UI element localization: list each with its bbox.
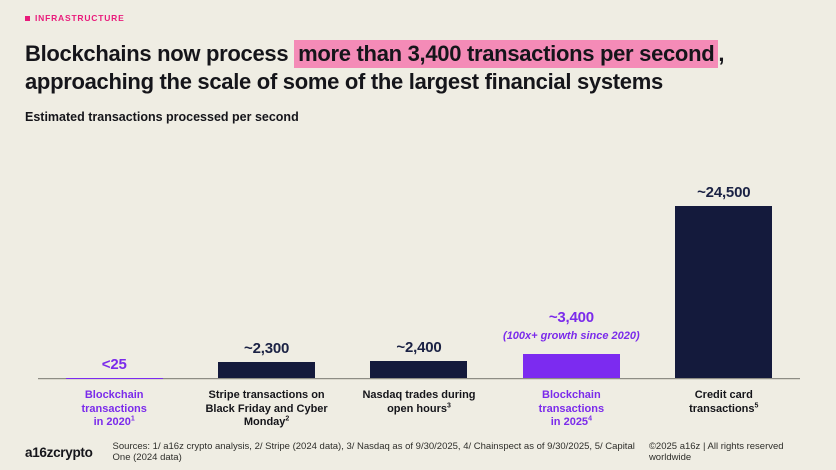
eyebrow-label: INFRASTRUCTURE [35, 13, 125, 23]
footnote-marker: 5 [754, 401, 759, 409]
category-label-line: transactions [538, 402, 605, 415]
x-axis-line [38, 378, 800, 380]
footer: a16zcrypto Sources: 1/ a16z crypto analy… [0, 441, 836, 463]
category-label-line: in 20201 [93, 415, 135, 428]
category-label-line: Black Friday and Cyber [205, 402, 328, 415]
headline-highlight: more than 3,400 transactions per second [294, 40, 719, 68]
chart-category-labels: Blockchain transactions in 20201 Stripe tra… [38, 389, 800, 430]
bar [522, 354, 620, 378]
copyright-text: ©2025 a16z | All rights reserved worldwi… [648, 441, 784, 463]
bar-value-label: <25 [101, 355, 127, 373]
bar-value-label: ~3,400 [548, 309, 594, 327]
bar-value-label: ~2,400 [396, 339, 442, 357]
bar [370, 361, 468, 378]
category-label-line: Stripe transactions on [208, 389, 325, 401]
category-label: Stripe transactions on Black Friday and C… [190, 389, 342, 430]
headline-post: , [718, 41, 725, 66]
bar-column: ~3,400 (100x+ growth since 2020) [495, 309, 647, 378]
bar-column: ~2,400 [343, 339, 495, 378]
bar-column: <25 [38, 356, 190, 378]
bar-value-label: ~24,500 [697, 184, 751, 201]
sources-text: Sources: 1/ a16z crypto analysis, 2/ Str… [112, 441, 635, 463]
bar-annotation: (100x+ growth since 2020) [503, 330, 640, 343]
eyebrow-square-icon [25, 15, 30, 21]
footnote-marker: 2 [285, 415, 290, 423]
category-label-line: in 20254 [550, 415, 592, 428]
chart-subtitle: Estimated transactions processed per sec… [25, 110, 299, 124]
headline-pre: Blockchains now process [25, 41, 295, 66]
bar [675, 206, 773, 378]
headline: Blockchains now process more than 3,400 … [25, 40, 724, 96]
footnote-marker: 1 [130, 415, 135, 423]
category-label: Nasdaq trades during open hours3 [343, 389, 495, 430]
category-label-line: Monday2 [243, 415, 290, 428]
category-label-line: transactions [81, 402, 147, 415]
a16zcrypto-logo: a16zcrypto [25, 444, 93, 460]
category-label: Credit card transactions5 [648, 389, 800, 430]
eyebrow: INFRASTRUCTURE [25, 13, 125, 23]
category-label-line: Blockchain [542, 389, 601, 401]
headline-line-1: Blockchains now process more than 3,400 … [25, 40, 724, 68]
bar [218, 361, 316, 378]
category-label-line: open hours3 [387, 401, 451, 415]
chart-plot-area: <25 ~2,300 ~2,400 ~3,400 (100x+ growth since… [38, 178, 800, 378]
bar-value-label: ~2,300 [244, 339, 290, 357]
category-label: Blockchain transactions in 20201 [38, 389, 190, 430]
headline-line-2: approaching the scale of some of the lar… [25, 69, 663, 94]
bar-chart: <25 ~2,300 ~2,400 ~3,400 (100x+ growth since… [38, 178, 800, 430]
footnote-marker: 3 [446, 401, 451, 409]
category-label: Blockchain transactions in 20254 [495, 389, 647, 430]
category-label-line: Nasdaq trades during [362, 389, 476, 401]
footnote-marker: 4 [588, 415, 592, 423]
category-label-line: Blockchain [84, 389, 144, 401]
bar-column: ~2,300 [190, 340, 342, 378]
category-label-line: transactions5 [689, 401, 759, 415]
category-label-line: Credit card [694, 389, 753, 401]
bar-column: ~24,500 [648, 184, 800, 378]
